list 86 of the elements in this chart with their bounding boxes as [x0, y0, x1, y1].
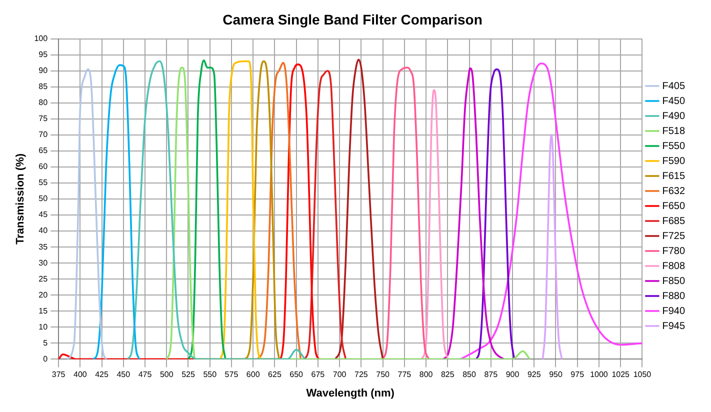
line-series	[66, 68, 108, 360]
line-series	[420, 89, 449, 360]
line-series	[126, 60, 306, 360]
y-tick-label: 55	[38, 178, 48, 188]
line-series	[219, 60, 263, 360]
line-series	[442, 67, 505, 360]
y-tick-label: 15	[38, 306, 48, 316]
x-tick-label: 850	[462, 370, 476, 380]
y-tick-label: 5	[43, 338, 48, 348]
y-tick-label: 100	[34, 34, 48, 44]
y-axis-title: Transmission (%)	[14, 153, 27, 245]
y-tick-label: 25	[38, 274, 48, 284]
x-tick-label: 400	[73, 370, 88, 380]
x-tick-label: 575	[224, 370, 239, 380]
line-series	[475, 68, 516, 360]
line-series	[187, 59, 226, 360]
line-series	[334, 58, 384, 360]
line-series	[460, 62, 642, 360]
legend-label: F685	[662, 216, 686, 227]
line-series	[244, 60, 280, 360]
x-tick-label: 1050	[633, 370, 652, 380]
y-tick-label: 45	[38, 210, 48, 220]
x-tick-label: 1025	[612, 370, 630, 380]
x-tick-label: 650	[290, 370, 304, 380]
y-tick-label: 10	[38, 322, 48, 332]
legend-label: F450	[662, 96, 686, 107]
line-series	[166, 66, 531, 360]
chart-title: Camera Single Band Filter Comparison	[222, 11, 482, 28]
y-tick-label: 70	[38, 130, 48, 140]
y-tick-label: 35	[38, 242, 48, 252]
line-series	[542, 134, 563, 360]
x-tick-label: 750	[376, 370, 390, 380]
legend-label: F808	[662, 260, 686, 272]
x-tick-label: 775	[398, 370, 412, 380]
line-series	[382, 66, 430, 360]
x-tick-label: 525	[182, 370, 196, 380]
x-axis-title: Wavelength (nm)	[306, 387, 395, 400]
x-tick-label: 625	[268, 370, 282, 380]
legend-label: F518	[662, 126, 686, 137]
y-tick-label: 40	[38, 226, 48, 236]
x-tick-label: 925	[527, 370, 542, 380]
x-tick-label: 825	[440, 370, 455, 380]
legend-label: F725	[662, 230, 686, 242]
x-tick-label: 700	[332, 370, 347, 380]
legend-label: F590	[662, 156, 686, 167]
x-tick-label: 950	[549, 370, 563, 380]
legend-label: F490	[662, 110, 686, 122]
x-tick-label: 875	[484, 370, 498, 380]
x-tick-label: 975	[570, 370, 585, 380]
x-tick-label: 725	[354, 370, 368, 380]
legend-label: F550	[662, 140, 686, 152]
legend-label: F615	[662, 170, 686, 182]
legend-label: F632	[662, 186, 686, 197]
x-tick-label: 550	[203, 370, 218, 380]
x-tick-label: 800	[419, 370, 434, 380]
y-tick-label: 20	[38, 290, 48, 300]
y-tick-label: 30	[38, 258, 48, 268]
x-tick-label: 900	[506, 370, 520, 380]
legend-label: F650	[662, 200, 686, 212]
x-tick-label: 600	[246, 370, 260, 380]
x-tick-label: 1000	[590, 370, 608, 380]
x-tick-label: 425	[95, 370, 109, 380]
legend-label: F940	[662, 306, 686, 317]
y-tick-label: 85	[38, 82, 48, 92]
legend-label: F850	[662, 276, 686, 287]
y-tick-label: 60	[38, 162, 48, 172]
y-tick-label: 75	[38, 114, 48, 124]
y-tick-label: 80	[38, 98, 48, 108]
y-tick-label: 50	[38, 194, 48, 204]
line-series	[92, 64, 140, 360]
legend-label: F405	[662, 80, 686, 92]
x-tick-label: 675	[311, 370, 326, 380]
x-tick-label: 375	[52, 370, 66, 380]
line-series	[304, 70, 347, 360]
y-tick-label: 90	[38, 66, 48, 76]
x-tick-label: 475	[138, 370, 152, 380]
y-tick-label: 95	[38, 50, 48, 60]
y-tick-label: 65	[38, 146, 48, 156]
legend-label: F945	[662, 320, 686, 332]
legend-label: F780	[662, 246, 686, 257]
line-series	[256, 62, 302, 360]
line-series	[58, 64, 320, 360]
x-tick-label: 500	[160, 370, 174, 380]
y-tick-label: 0	[43, 354, 48, 364]
legend-label: F880	[662, 290, 686, 302]
x-tick-label: 450	[116, 370, 131, 380]
